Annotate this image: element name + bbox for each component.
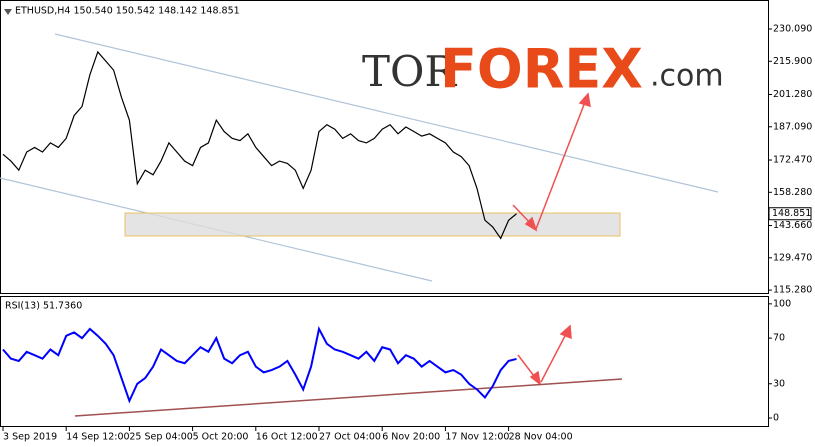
series-line xyxy=(2,326,517,404)
rsi-trendline xyxy=(74,378,623,417)
series-line xyxy=(2,50,517,240)
x-tick-label: 28 Nov 04:00 xyxy=(509,432,573,443)
y-tick-label: 100 xyxy=(773,298,791,309)
chart-header: ETHUSD,H4 150.540 150.542 148.142 148.85… xyxy=(15,6,240,17)
x-tick-label: 27 Oct 04:00 xyxy=(319,432,381,443)
y-tick-label: 187.090 xyxy=(773,121,812,132)
x-tick-label: 25 Sep 04:00 xyxy=(129,432,192,443)
x-tick-label: 5 Oct 20:00 xyxy=(193,432,249,443)
y-tick-label: 30 xyxy=(773,378,785,389)
y-tick-label: 215.900 xyxy=(773,56,812,67)
x-tick-label: 17 Nov 12:00 xyxy=(445,432,509,443)
x-tick-label: 3 Sep 2019 xyxy=(3,432,57,443)
forecast-arrows xyxy=(512,92,591,386)
price-tag xyxy=(768,207,812,221)
y-tick-label: 158.280 xyxy=(773,187,812,198)
y-tick-label: 230.090 xyxy=(773,23,812,34)
menu-arrow xyxy=(4,9,12,15)
rsi-panel xyxy=(0,296,769,427)
rsi-header: RSI(13) 51.7360 xyxy=(5,301,82,312)
price-label: 148.851 xyxy=(772,208,811,219)
price-panel xyxy=(0,0,769,294)
y-tick-label: 129.470 xyxy=(773,252,812,263)
y-tick-label: 70 xyxy=(773,333,785,344)
x-tick-label: 16 Oct 12:00 xyxy=(256,432,318,443)
logo-forex: FOREX xyxy=(440,38,643,101)
x-tick-label: 6 Nov 20:00 xyxy=(382,432,440,443)
logo-tor: TOR xyxy=(362,47,457,96)
channel-upper xyxy=(54,33,719,193)
y-tick-label: 172.470 xyxy=(773,155,812,166)
y-tick-label: 143.660 xyxy=(773,220,812,231)
support-zone xyxy=(124,212,621,237)
y-tick-label: 201.280 xyxy=(773,89,812,100)
x-tick-label: 14 Sep 12:00 xyxy=(66,432,129,443)
logo-com: .com xyxy=(650,59,724,94)
y-tick-label: 0 xyxy=(773,413,779,424)
y-tick-label: 115.280 xyxy=(773,285,812,296)
